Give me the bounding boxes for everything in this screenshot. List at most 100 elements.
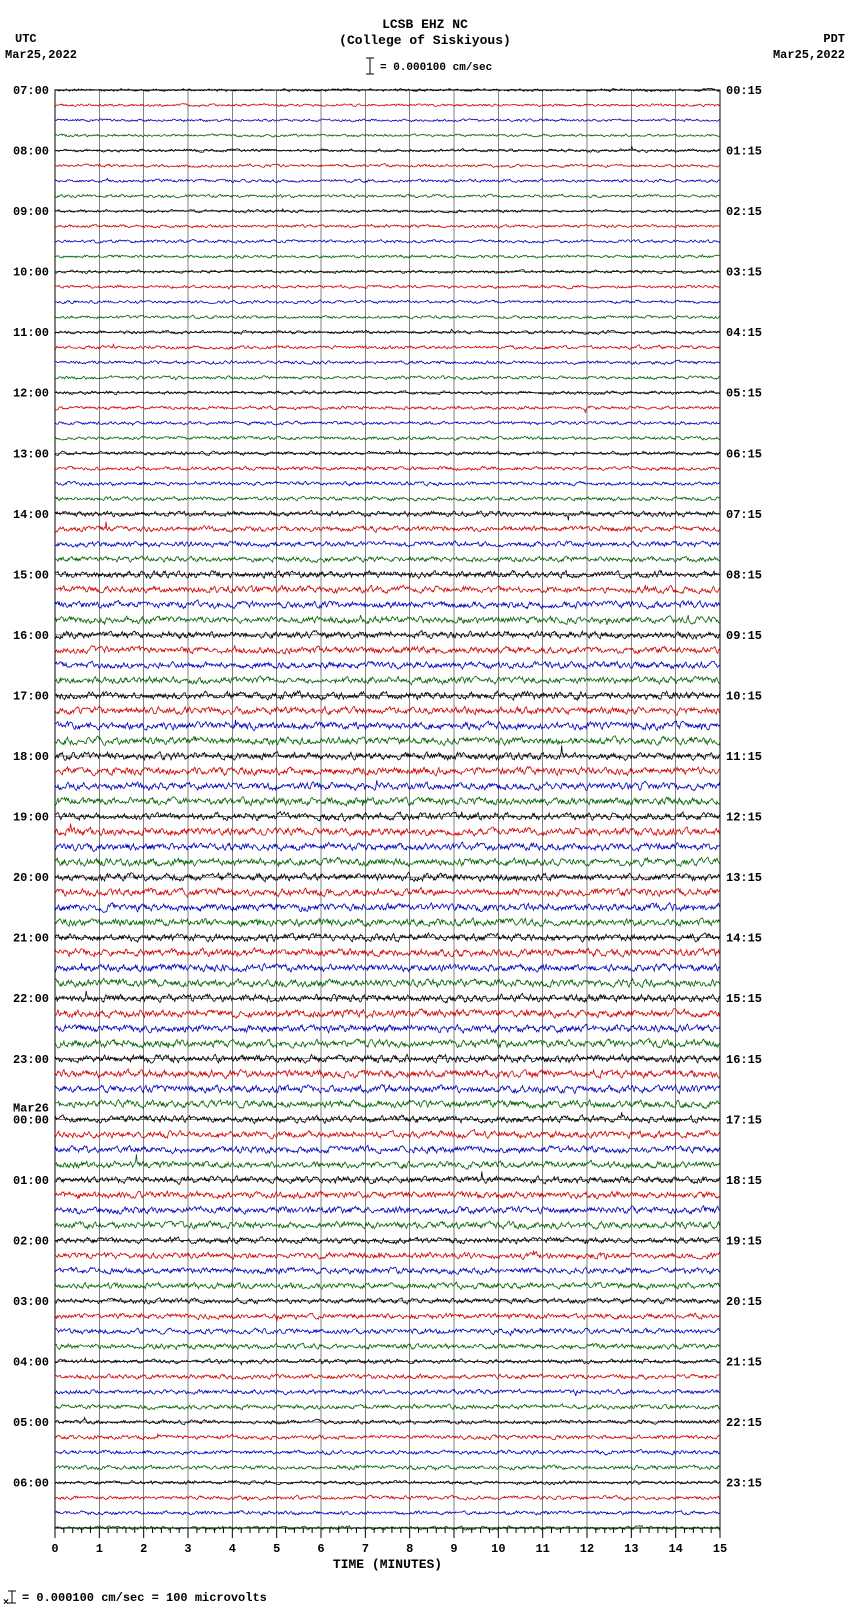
seismic-trace — [55, 1343, 720, 1349]
right-hour-label: 00:15 — [726, 84, 762, 98]
seismic-trace — [55, 104, 720, 107]
seismic-trace — [55, 903, 720, 913]
seismic-trace — [55, 466, 720, 470]
right-hour-label: 16:15 — [726, 1053, 762, 1067]
seismic-trace — [55, 1465, 720, 1470]
seismic-trace — [55, 1009, 720, 1019]
seismic-trace — [55, 1024, 720, 1033]
footer-marker: × — [3, 1598, 9, 1609]
left-hour-label: 12:00 — [13, 387, 49, 401]
xaxis-tick-label: 5 — [273, 1542, 280, 1556]
left-tz: UTC — [15, 32, 37, 46]
left-hour-label: 02:00 — [13, 1234, 49, 1248]
left-hour-label: 23:00 — [13, 1053, 49, 1067]
seismic-trace — [55, 556, 720, 562]
right-hour-label: 05:15 — [726, 387, 762, 401]
seismic-trace — [55, 1450, 720, 1456]
seismic-trace — [55, 824, 720, 836]
left-date: Mar25,2022 — [5, 48, 77, 62]
right-hour-label: 19:15 — [726, 1234, 762, 1248]
seismic-trace — [55, 1404, 720, 1410]
seismic-trace — [55, 406, 720, 413]
xaxis-tick-label: 12 — [580, 1542, 594, 1556]
right-hour-label: 09:15 — [726, 629, 762, 643]
seismic-trace — [55, 134, 720, 137]
mid-left-date: Mar26 — [13, 1101, 49, 1115]
left-hour-label: 16:00 — [13, 629, 49, 643]
seismic-trace — [55, 119, 720, 122]
seismic-trace — [55, 615, 720, 625]
xaxis-tick-label: 0 — [51, 1542, 58, 1556]
seismic-trace — [55, 720, 720, 731]
seismic-trace — [55, 88, 720, 91]
seismic-trace — [55, 360, 720, 364]
right-hour-label: 06:15 — [726, 447, 762, 461]
seismic-trace — [55, 522, 720, 533]
seismic-trace — [55, 797, 720, 806]
seismic-trace — [55, 736, 720, 746]
seismic-trace — [55, 1112, 720, 1123]
seismic-trace — [55, 1374, 720, 1379]
left-hour-label: 20:00 — [13, 871, 49, 885]
seismic-trace — [55, 541, 720, 547]
station-line: LCSB EHZ NC — [382, 17, 468, 32]
xaxis-tick-label: 7 — [362, 1542, 369, 1556]
xaxis-tick-label: 4 — [229, 1542, 236, 1556]
seismic-trace — [55, 1172, 720, 1185]
footer-line: = 0.000100 cm/sec = 100 microvolts — [22, 1591, 267, 1605]
left-hour-label: 01:00 — [13, 1174, 49, 1188]
seismic-trace — [55, 240, 720, 244]
seismic-trace — [55, 147, 720, 153]
seismic-trace — [55, 285, 720, 289]
seismic-trace — [55, 991, 720, 1003]
right-hour-label: 02:15 — [726, 205, 762, 219]
seismic-trace — [55, 421, 720, 425]
seismic-trace — [55, 496, 720, 501]
seismic-trace — [55, 1069, 720, 1079]
right-hour-label: 14:15 — [726, 932, 762, 946]
xaxis-tick-label: 10 — [491, 1542, 505, 1556]
seismic-trace — [55, 1054, 720, 1063]
right-hour-label: 20:15 — [726, 1295, 762, 1309]
seismic-trace — [55, 315, 720, 319]
xaxis-tick-label: 13 — [624, 1542, 638, 1556]
right-hour-label: 23:15 — [726, 1477, 762, 1491]
left-hour-label: 14:00 — [13, 508, 49, 522]
xaxis-tick-label: 15 — [713, 1542, 727, 1556]
seismic-trace — [55, 1100, 720, 1109]
seismic-trace — [55, 1267, 720, 1274]
helicorder-figure: LCSB EHZ NC(College of Siskiyous)= 0.000… — [0, 0, 850, 1613]
right-hour-label: 04:15 — [726, 326, 762, 340]
xaxis-label: TIME (MINUTES) — [333, 1557, 442, 1572]
seismic-trace — [55, 1328, 720, 1336]
seismic-trace — [55, 1206, 720, 1215]
right-hour-label: 22:15 — [726, 1416, 762, 1430]
seismic-trace — [55, 676, 720, 685]
scale-bar-label: = 0.000100 cm/sec — [380, 62, 492, 74]
right-hour-label: 01:15 — [726, 145, 762, 159]
seismic-trace — [55, 1389, 720, 1396]
seismic-trace — [55, 585, 720, 593]
left-hour-label: 03:00 — [13, 1295, 49, 1309]
right-date: Mar25,2022 — [773, 48, 845, 62]
right-tz: PDT — [823, 32, 845, 46]
xaxis-tick-label: 3 — [184, 1542, 191, 1556]
seismic-trace — [55, 329, 720, 334]
left-hour-label: 19:00 — [13, 811, 49, 825]
seismic-trace — [55, 1418, 720, 1425]
seismic-trace — [55, 600, 720, 609]
seismic-trace — [55, 857, 720, 866]
seismic-trace — [55, 1434, 720, 1440]
xaxis-tick-label: 6 — [317, 1542, 324, 1556]
right-hour-label: 15:15 — [726, 992, 762, 1006]
left-hour-label: 22:00 — [13, 992, 49, 1006]
seismic-trace — [55, 1191, 720, 1199]
seismic-trace — [55, 1511, 720, 1516]
seismic-trace — [55, 481, 720, 486]
seismic-trace — [55, 780, 720, 790]
seismic-trace — [55, 1145, 720, 1153]
helicorder-svg: LCSB EHZ NC(College of Siskiyous)= 0.000… — [0, 0, 850, 1613]
seismic-trace — [55, 948, 720, 957]
seismic-trace — [55, 376, 720, 380]
seismic-trace — [55, 194, 720, 198]
